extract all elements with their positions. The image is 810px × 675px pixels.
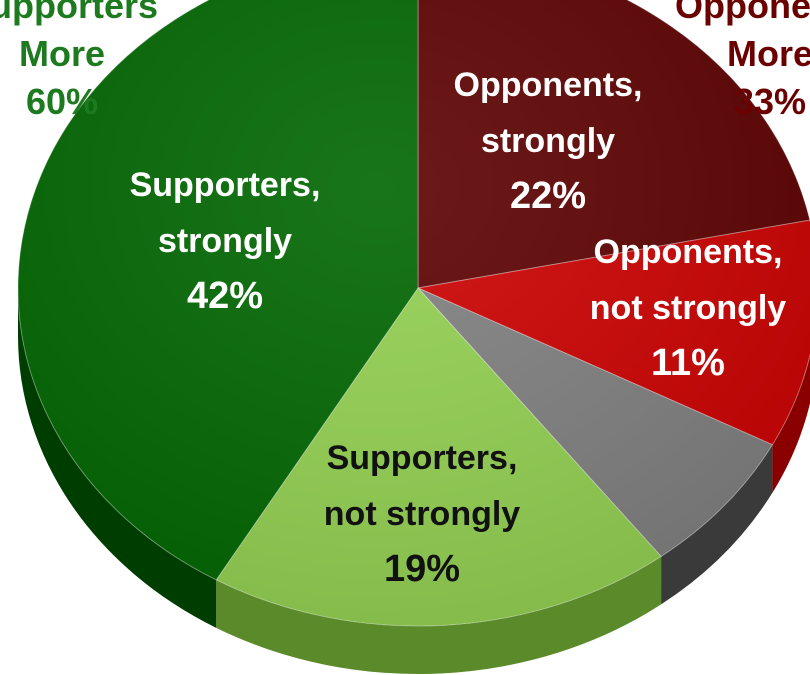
slice-category-label: strongly <box>481 122 615 160</box>
slice-value-label: 19% <box>384 548 460 590</box>
slice-category-label: not strongly <box>590 289 787 327</box>
slice-value-label: 22% <box>510 175 586 217</box>
group-label: More <box>19 33 105 74</box>
group-label: Opponents <box>675 0 810 26</box>
slice-value-label: 42% <box>187 275 263 317</box>
slice-category-label: Opponents, <box>594 233 783 271</box>
group-label: Supporters <box>0 0 158 26</box>
group-label: 60% <box>26 81 98 122</box>
slice-category-label: Opponents, <box>454 66 643 104</box>
slice-category-label: Supporters, <box>327 439 518 477</box>
slice-value-label: 11% <box>651 342 725 384</box>
group-label: More <box>727 33 810 74</box>
slice-category-label: strongly <box>158 222 292 260</box>
group-labels: Supporters More 60% Opponents More 33% <box>0 0 810 122</box>
slice-category-label: Supporters, <box>130 166 321 204</box>
group-label: 33% <box>734 81 806 122</box>
slice-category-label: not strongly <box>324 495 521 533</box>
slice-side-3 <box>216 556 662 674</box>
